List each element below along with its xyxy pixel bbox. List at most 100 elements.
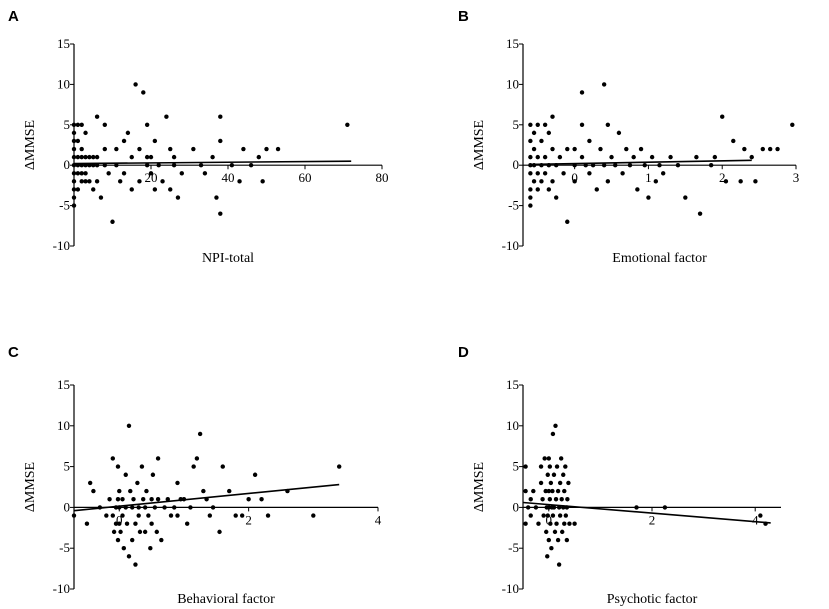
data-point xyxy=(156,163,161,168)
panel-a: A -10 -5 0 5 10 15 20 40 60 80 ΔMMSE NPI-total xyxy=(8,8,389,266)
x-axis-label: NPI-total xyxy=(202,251,254,266)
data-point xyxy=(541,513,546,518)
data-point xyxy=(87,480,93,486)
data-point xyxy=(71,146,77,152)
data-point xyxy=(567,521,572,526)
y-tick-label: 0 xyxy=(64,157,71,172)
data-point xyxy=(218,138,223,144)
y-tick-label: 5 xyxy=(64,117,71,132)
data-point xyxy=(114,146,119,152)
data-point xyxy=(542,122,548,128)
data-point xyxy=(536,521,541,526)
data-point xyxy=(561,472,566,477)
data-point xyxy=(118,529,123,535)
x-tick-label: 2 xyxy=(719,170,726,185)
data-point xyxy=(556,562,562,567)
data-point xyxy=(660,171,666,176)
x-tick-label: 60 xyxy=(299,170,312,185)
data-point xyxy=(708,163,714,168)
data-point xyxy=(150,472,156,477)
data-point xyxy=(550,179,555,184)
data-point xyxy=(71,513,77,518)
regression-line xyxy=(73,160,352,165)
y-axis-label: ΔMMSE xyxy=(23,120,38,170)
data-point xyxy=(546,187,552,192)
data-point xyxy=(572,521,577,526)
data-point xyxy=(550,513,556,518)
data-point xyxy=(139,464,145,469)
data-point xyxy=(110,219,115,224)
data-point xyxy=(75,187,81,192)
panel-letter: C xyxy=(8,344,19,361)
data-point xyxy=(159,537,164,543)
data-point xyxy=(142,505,148,510)
data-point xyxy=(528,122,533,128)
data-point xyxy=(191,464,196,469)
data-point xyxy=(631,154,636,160)
data-point xyxy=(75,122,81,128)
y-tick-label: 0 xyxy=(513,499,520,514)
data-point xyxy=(554,195,559,200)
data-point xyxy=(130,537,135,543)
data-point xyxy=(540,497,545,502)
data-point xyxy=(528,497,533,502)
data-point xyxy=(613,163,618,168)
data-point xyxy=(71,138,77,144)
data-point xyxy=(83,171,88,176)
y-tick-label: -10 xyxy=(502,581,519,596)
data-point xyxy=(207,513,213,518)
data-point xyxy=(144,154,150,160)
data-point xyxy=(144,488,149,494)
data-point xyxy=(168,513,174,518)
data-point xyxy=(149,497,154,502)
data-point xyxy=(129,187,134,192)
data-point xyxy=(144,122,150,128)
y-tick-label: 10 xyxy=(506,418,519,433)
regression-line xyxy=(522,501,771,524)
y-axis-label: ΔMMSE xyxy=(472,120,487,170)
data-point xyxy=(554,464,560,469)
data-point xyxy=(598,146,603,152)
data-point xyxy=(275,146,281,152)
data-point xyxy=(642,163,647,168)
data-point xyxy=(535,122,540,128)
data-point xyxy=(172,505,177,510)
data-point xyxy=(523,488,528,494)
data-point xyxy=(165,497,170,502)
data-point xyxy=(137,146,142,152)
data-point xyxy=(79,171,84,176)
data-point xyxy=(635,187,640,192)
data-point xyxy=(538,464,544,469)
data-point xyxy=(653,179,659,184)
data-point xyxy=(550,146,555,152)
data-point xyxy=(142,529,148,535)
data-point xyxy=(731,138,736,144)
data-point xyxy=(121,171,127,176)
data-point xyxy=(565,219,570,224)
data-point xyxy=(83,130,88,136)
x-tick-label: 40 xyxy=(222,170,235,185)
data-point xyxy=(114,163,119,168)
data-point xyxy=(79,146,84,152)
data-point xyxy=(265,513,271,518)
data-point xyxy=(79,179,84,184)
x-tick-label: 0 xyxy=(571,170,578,185)
data-point xyxy=(259,497,264,502)
data-point xyxy=(71,187,77,192)
data-point xyxy=(154,529,159,535)
data-point xyxy=(137,179,142,184)
data-point xyxy=(128,488,133,494)
data-point xyxy=(98,195,104,200)
data-point xyxy=(542,154,548,160)
x-tick-label: 0 xyxy=(116,512,123,527)
y-tick-label: 10 xyxy=(506,76,519,91)
data-point xyxy=(102,122,108,128)
data-point xyxy=(94,154,100,160)
data-point xyxy=(83,154,88,160)
data-point xyxy=(210,154,215,160)
regression-line xyxy=(73,483,340,512)
data-point xyxy=(551,472,557,477)
data-point xyxy=(539,138,544,144)
data-point xyxy=(121,138,127,144)
data-point xyxy=(256,154,261,160)
